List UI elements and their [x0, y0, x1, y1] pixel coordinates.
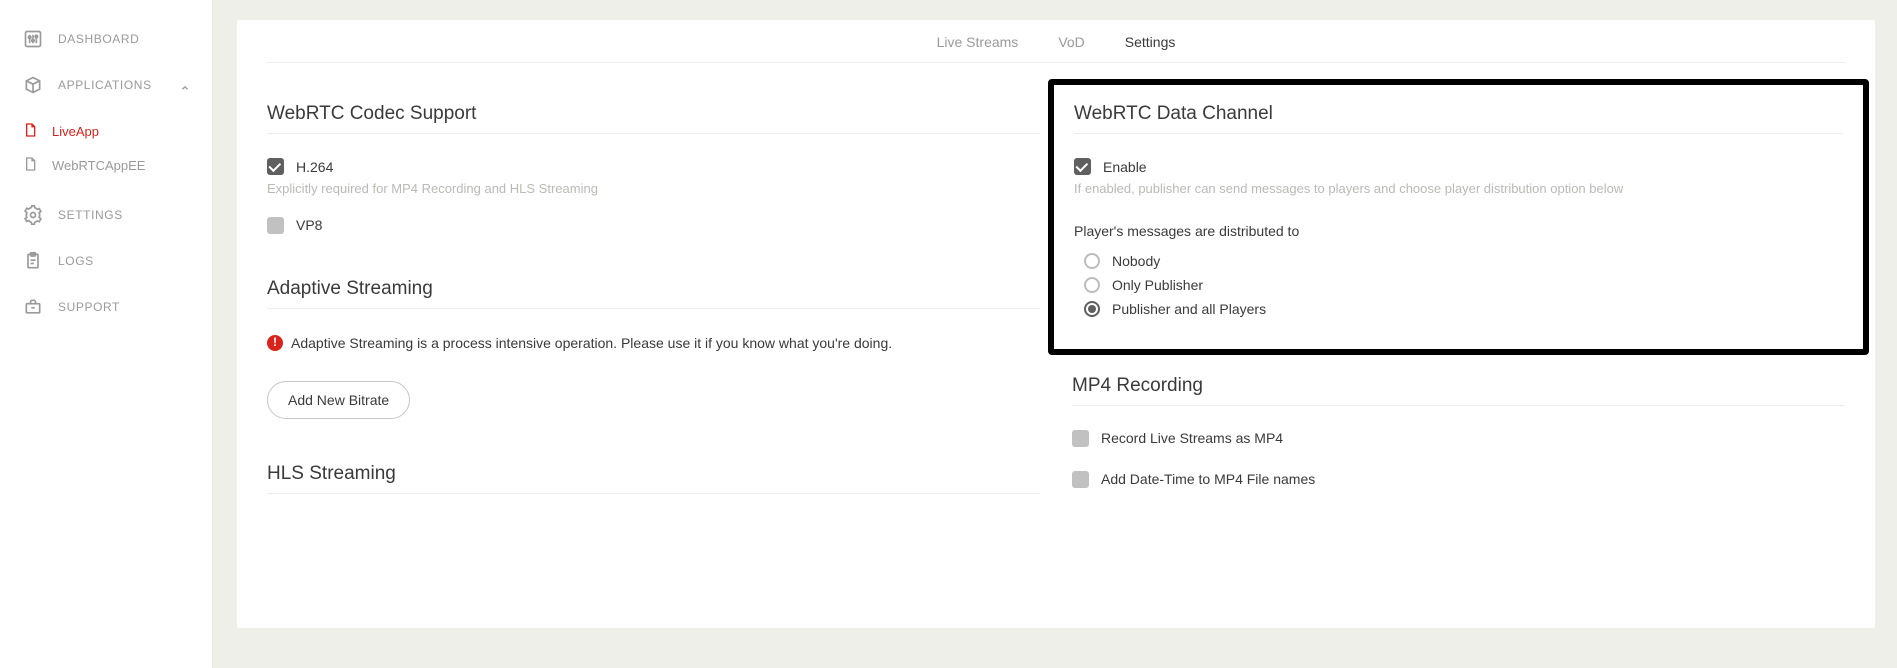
chevron-up-icon: [180, 80, 190, 90]
checkbox-h264-label: H.264: [296, 159, 333, 175]
clipboard-icon: [22, 250, 44, 272]
checkbox-h264[interactable]: H.264: [267, 158, 1040, 175]
radio-only-publisher[interactable]: Only Publisher: [1084, 277, 1843, 293]
left-column: WebRTC Codec Support H.264 Explicitly re…: [267, 103, 1040, 518]
radio-icon: [1084, 277, 1100, 293]
checkbox-icon: [267, 217, 284, 234]
nav-label-applications: APPLICATIONS: [58, 78, 152, 92]
section-hls: HLS Streaming: [267, 463, 1040, 494]
radio-icon: [1084, 253, 1100, 269]
checkbox-icon: [1074, 158, 1091, 175]
section-mp4: MP4 Recording Record Live Streams as MP4…: [1072, 375, 1845, 488]
dc-distribution-label: Player's messages are distributed to: [1074, 223, 1843, 239]
nav-label-support: SUPPORT: [58, 300, 120, 314]
gear-icon: [22, 204, 44, 226]
main-area: Live Streams VoD Settings WebRTC Codec S…: [213, 0, 1897, 668]
radio-publisher-all-label: Publisher and all Players: [1112, 301, 1266, 317]
nav-logs[interactable]: LOGS: [0, 238, 212, 284]
cube-icon: [22, 74, 44, 96]
nav-label-logs: LOGS: [58, 254, 94, 268]
record-mp4-label: Record Live Streams as MP4: [1101, 430, 1283, 446]
nav-app-liveapp-label: LiveApp: [52, 124, 99, 139]
active-notch-icon: [212, 121, 222, 141]
tab-settings[interactable]: Settings: [1123, 34, 1178, 50]
nav-settings[interactable]: SETTINGS: [0, 192, 212, 238]
mp4-title: MP4 Recording: [1072, 375, 1845, 406]
checkbox-icon: [1072, 471, 1089, 488]
highlight-data-channel: WebRTC Data Channel Enable If enabled, p…: [1048, 79, 1869, 355]
radio-icon: [1084, 301, 1100, 317]
adaptive-warning: ! Adaptive Streaming is a process intens…: [267, 333, 1040, 353]
exclamation-icon: !: [267, 335, 283, 351]
add-bitrate-button[interactable]: Add New Bitrate: [267, 381, 410, 419]
dc-radio-list: Nobody Only Publisher Publisher and all …: [1074, 253, 1843, 317]
codec-title: WebRTC Codec Support: [267, 103, 1040, 134]
nav-dashboard[interactable]: DASHBOARD: [0, 16, 212, 62]
h264-hint: Explicitly required for MP4 Recording an…: [267, 179, 1040, 199]
document-icon: [22, 122, 40, 140]
mp4-datetime-label: Add Date-Time to MP4 File names: [1101, 471, 1315, 487]
radio-publisher-all[interactable]: Publisher and all Players: [1084, 301, 1843, 317]
section-codec: WebRTC Codec Support H.264 Explicitly re…: [267, 103, 1040, 234]
checkbox-icon: [1072, 430, 1089, 447]
nav-app-liveapp[interactable]: LiveApp: [0, 114, 212, 148]
nav-support[interactable]: SUPPORT: [0, 284, 212, 330]
nav-applications[interactable]: APPLICATIONS: [0, 62, 212, 108]
radio-only-publisher-label: Only Publisher: [1112, 277, 1203, 293]
checkbox-mp4-datetime[interactable]: Add Date-Time to MP4 File names: [1072, 471, 1845, 488]
checkbox-record-mp4[interactable]: Record Live Streams as MP4: [1072, 430, 1845, 447]
section-data-channel: WebRTC Data Channel Enable If enabled, p…: [1074, 103, 1843, 317]
nav-app-webrtcappee-label: WebRTCAppEE: [52, 158, 145, 173]
nav-label-dashboard: DASHBOARD: [58, 32, 139, 46]
nav-applications-children: LiveApp WebRTCAppEE: [0, 108, 212, 192]
radio-nobody[interactable]: Nobody: [1084, 253, 1843, 269]
tab-vod[interactable]: VoD: [1056, 34, 1086, 50]
checkbox-vp8[interactable]: VP8: [267, 217, 1040, 234]
checkbox-vp8-label: VP8: [296, 217, 322, 233]
dc-enable-label: Enable: [1103, 159, 1147, 175]
settings-card: Live Streams VoD Settings WebRTC Codec S…: [237, 20, 1875, 628]
radio-nobody-label: Nobody: [1112, 253, 1160, 269]
document-icon: [22, 156, 40, 174]
nav-label-settings: SETTINGS: [58, 208, 123, 222]
checkbox-dc-enable[interactable]: Enable: [1074, 158, 1843, 175]
tabs: Live Streams VoD Settings: [267, 20, 1845, 63]
datachannel-title: WebRTC Data Channel: [1074, 103, 1843, 134]
hls-title: HLS Streaming: [267, 463, 1040, 494]
sliders-icon: [22, 28, 44, 50]
right-column: WebRTC Data Channel Enable If enabled, p…: [1072, 103, 1845, 518]
nav-app-webrtcappee[interactable]: WebRTCAppEE: [0, 148, 212, 182]
tab-live-streams[interactable]: Live Streams: [935, 34, 1021, 50]
section-adaptive: Adaptive Streaming ! Adaptive Streaming …: [267, 278, 1040, 419]
checkbox-icon: [267, 158, 284, 175]
dc-enable-hint: If enabled, publisher can send messages …: [1074, 179, 1843, 199]
adaptive-warning-text: Adaptive Streaming is a process intensiv…: [291, 333, 892, 353]
adaptive-title: Adaptive Streaming: [267, 278, 1040, 309]
sidebar: DASHBOARD APPLICATIONS LiveApp: [0, 0, 213, 668]
briefcase-icon: [22, 296, 44, 318]
